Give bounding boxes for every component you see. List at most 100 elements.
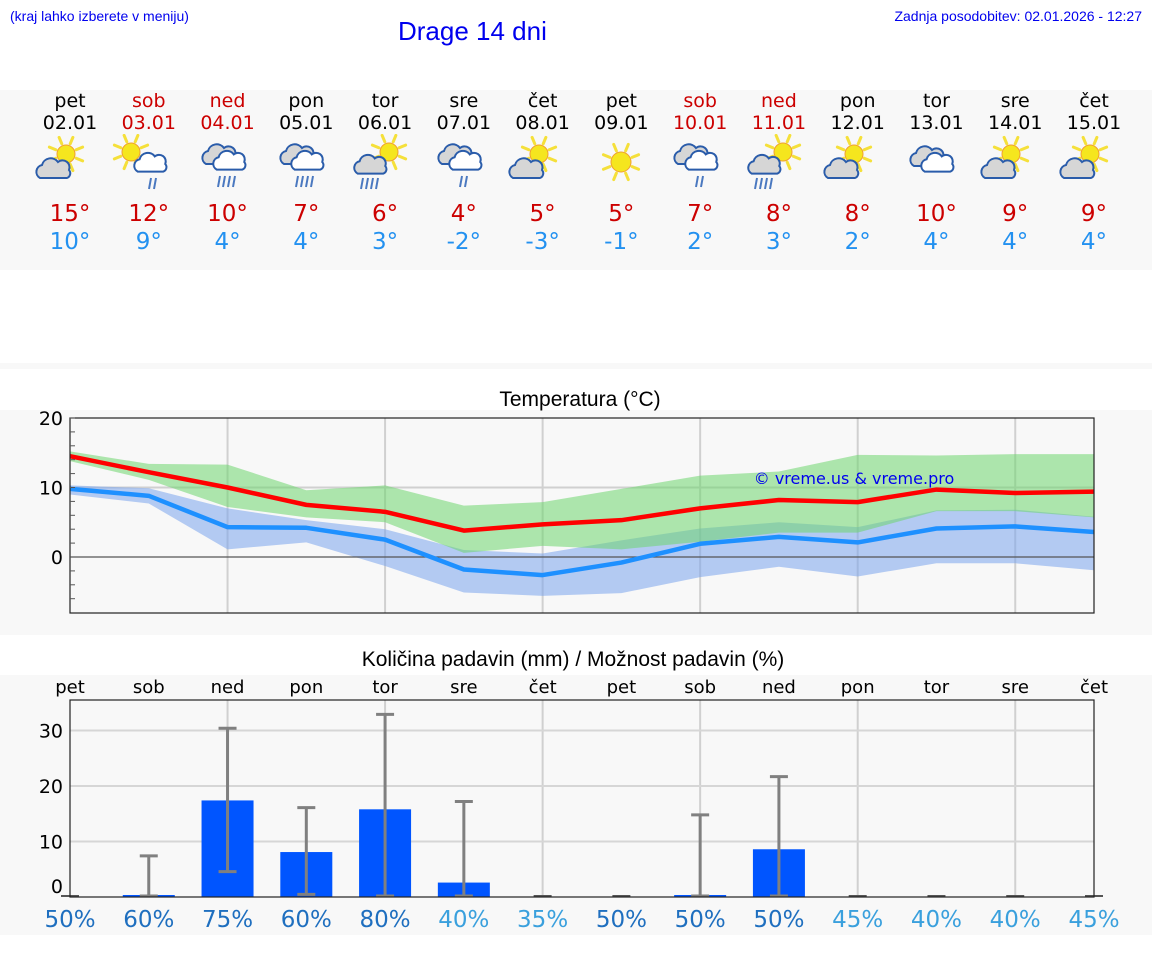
header-hint: (kraj lahko izberete v meniju) bbox=[10, 8, 189, 24]
max-temperature: 7° bbox=[687, 201, 714, 227]
min-temperature: 4° bbox=[214, 229, 241, 255]
day-date: 05.01 bbox=[279, 112, 334, 134]
precip-probability: 50% bbox=[753, 907, 804, 933]
day-label: sre bbox=[1001, 677, 1028, 698]
day-forecast: ned 11.01 8° 3° bbox=[739, 90, 819, 256]
max-temperature: 8° bbox=[844, 201, 871, 227]
partly-cloudy-icon bbox=[508, 135, 557, 179]
cloudy-rain-icon bbox=[200, 143, 246, 188]
day-forecast: pet 09.01 5° -1° bbox=[581, 90, 661, 256]
min-temperature: 4° bbox=[923, 229, 950, 255]
day-label: pon bbox=[841, 677, 875, 698]
day-forecast: čet 08.01 5° -3° bbox=[503, 90, 583, 256]
temperature-chart: 0 10 20 © vreme.us & vreme.pro bbox=[39, 408, 1095, 614]
day-date: 07.01 bbox=[436, 112, 492, 134]
day-label: čet bbox=[529, 677, 557, 698]
day-forecast: pon 05.01 7° 4° bbox=[266, 90, 346, 256]
day-forecast: čet 15.01 9° 4° bbox=[1054, 90, 1134, 256]
precip-chart-title: Količina padavin (mm) / Možnost padavin … bbox=[361, 648, 785, 671]
max-temperature: 10° bbox=[207, 201, 248, 227]
sun-cloud-rain-icon bbox=[353, 134, 408, 190]
min-temperature: 2° bbox=[844, 229, 871, 255]
sun-cloud-rain-icon bbox=[747, 134, 802, 190]
max-temperature: 4° bbox=[450, 201, 477, 227]
day-name: pet bbox=[54, 90, 86, 112]
svg-text:20: 20 bbox=[39, 408, 63, 430]
min-temperature: -2° bbox=[446, 229, 482, 255]
day-date: 06.01 bbox=[357, 112, 413, 134]
cloudy-icon bbox=[909, 145, 955, 173]
precip-probability: 50% bbox=[675, 907, 726, 933]
max-temperature: 5° bbox=[608, 201, 635, 227]
min-temperature: 4° bbox=[1002, 229, 1029, 255]
day-name: čet bbox=[527, 90, 558, 112]
day-name: ned bbox=[209, 90, 246, 112]
day-label: pet bbox=[607, 677, 637, 698]
precip-probability: 35% bbox=[517, 907, 568, 933]
svg-text:20: 20 bbox=[39, 776, 63, 798]
sun-icon bbox=[602, 142, 641, 182]
day-date: 12.01 bbox=[830, 112, 885, 134]
temperature-chart-title: Temperatura (°C) bbox=[499, 388, 661, 411]
min-temperature: 2° bbox=[687, 229, 714, 255]
precip-probability: 45% bbox=[832, 907, 883, 933]
precip-probability: 60% bbox=[281, 907, 332, 933]
day-date: 11.01 bbox=[751, 112, 807, 134]
max-temperature: 5° bbox=[529, 201, 556, 227]
day-label: pet bbox=[55, 677, 85, 698]
precip-chart-background bbox=[0, 675, 1152, 935]
day-forecast: sre 07.01 4° -2° bbox=[424, 90, 504, 256]
day-label: sob bbox=[684, 677, 716, 698]
day-forecast: tor 06.01 6° 3° bbox=[345, 90, 425, 256]
day-label: sre bbox=[450, 677, 477, 698]
page-title: Drage 14 dni bbox=[398, 16, 547, 46]
max-temperature: 8° bbox=[765, 201, 792, 227]
day-name: tor bbox=[371, 90, 399, 112]
day-forecast: tor 13.01 10° 4° bbox=[896, 90, 976, 256]
svg-text:30: 30 bbox=[39, 721, 63, 743]
day-forecast: sob 03.01 12° 9° bbox=[109, 90, 189, 256]
day-date: 02.01 bbox=[42, 112, 98, 134]
partly-cloudy-icon bbox=[823, 135, 872, 179]
day-date: 03.01 bbox=[121, 112, 176, 134]
day-date: 13.01 bbox=[909, 112, 964, 134]
precip-probability: 40% bbox=[438, 907, 489, 933]
day-name: pon bbox=[288, 90, 325, 112]
day-forecast: ned 04.01 10° 4° bbox=[188, 90, 268, 256]
day-name: tor bbox=[923, 90, 950, 112]
precip-probability: 75% bbox=[202, 907, 253, 933]
precip-probability: 40% bbox=[911, 907, 962, 933]
min-temperature: 9° bbox=[135, 229, 162, 255]
divider bbox=[0, 363, 1152, 369]
min-temperature: 10° bbox=[49, 229, 91, 255]
day-name: pet bbox=[605, 90, 637, 112]
min-temperature: 4° bbox=[1080, 229, 1108, 255]
day-date: 04.01 bbox=[200, 112, 255, 134]
day-date: 14.01 bbox=[988, 112, 1043, 134]
day-label: ned bbox=[762, 677, 796, 698]
day-name: ned bbox=[761, 90, 797, 112]
max-temperature: 10° bbox=[916, 201, 957, 227]
cloudy-light-rain-icon bbox=[673, 143, 719, 188]
svg-text:0: 0 bbox=[51, 876, 63, 898]
day-label: pon bbox=[289, 677, 323, 698]
day-name: sre bbox=[1000, 90, 1030, 112]
day-name: pon bbox=[839, 90, 876, 112]
partly-cloudy-icon bbox=[980, 135, 1030, 179]
day-name: sob bbox=[131, 90, 166, 112]
day-name: sre bbox=[449, 90, 479, 112]
min-temperature: -1° bbox=[604, 229, 639, 255]
max-temperature: 9° bbox=[1080, 201, 1108, 227]
watermark: © vreme.us & vreme.pro bbox=[754, 469, 955, 488]
min-temperature: 3° bbox=[371, 229, 399, 255]
max-temperature: 6° bbox=[371, 201, 399, 227]
svg-text:10: 10 bbox=[39, 478, 63, 500]
day-label: tor bbox=[372, 677, 398, 698]
max-temperature: 7° bbox=[293, 201, 320, 227]
svg-text:0: 0 bbox=[51, 547, 63, 569]
day-date: 10.01 bbox=[672, 112, 728, 134]
precip-probability: 50% bbox=[596, 907, 647, 933]
forecast-strip bbox=[0, 90, 1152, 270]
day-date: 15.01 bbox=[1066, 112, 1122, 134]
day-forecast: pon 12.01 8° 2° bbox=[818, 90, 898, 256]
